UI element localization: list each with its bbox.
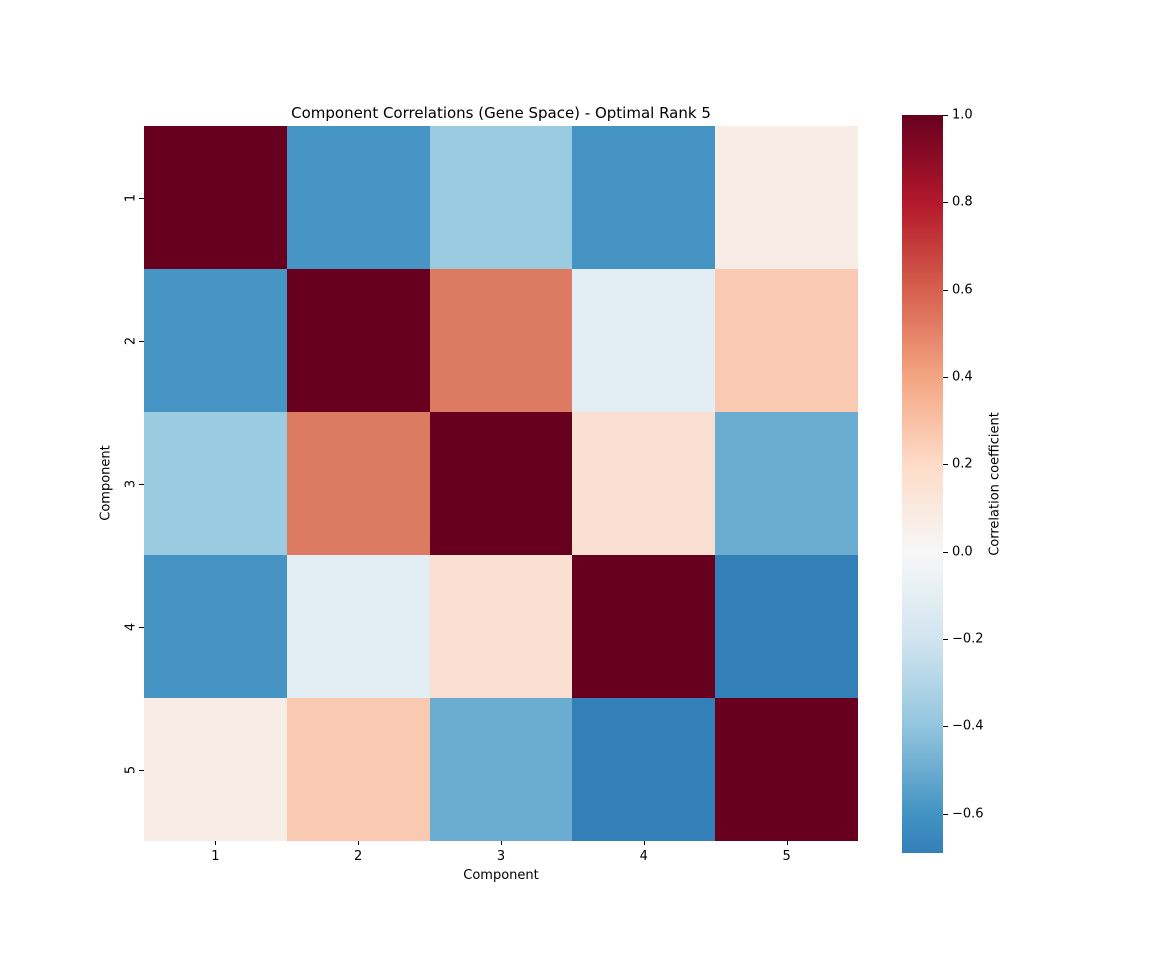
x-tick-label: 5 bbox=[782, 849, 791, 864]
heatmap-cell-r2c1 bbox=[144, 269, 287, 412]
heatmap-cell-r1c5 bbox=[715, 126, 858, 269]
heatmap-cell-r1c3 bbox=[429, 126, 573, 269]
colorbar-tick-label: 0.6 bbox=[952, 282, 973, 298]
heatmap-cell-r2c2 bbox=[286, 269, 430, 412]
colorbar-tick-label: −0.4 bbox=[952, 718, 984, 734]
heatmap-cell-r2c4 bbox=[572, 269, 716, 412]
x-tick-label: 2 bbox=[354, 849, 363, 864]
x-axis-label: Component bbox=[463, 868, 539, 883]
colorbar-label: Correlation coefficient bbox=[987, 412, 1003, 556]
colorbar-tickmark bbox=[943, 813, 948, 815]
heatmap-cell-r3c4 bbox=[572, 412, 716, 555]
colorbar-tick-label: 0.2 bbox=[952, 456, 973, 472]
colorbar-tickmark bbox=[943, 202, 948, 204]
heatmap-cell-r2c5 bbox=[715, 269, 858, 412]
heatmap-grid bbox=[144, 126, 858, 841]
x-tickmark bbox=[643, 841, 645, 845]
heatmap-cell-r5c3 bbox=[429, 698, 573, 841]
colorbar-tick-label: 0.4 bbox=[952, 369, 973, 385]
y-tick-label: 5 bbox=[123, 765, 139, 774]
heatmap-cell-r1c2 bbox=[286, 126, 430, 269]
y-tickmark bbox=[139, 483, 144, 485]
x-tick-label: 4 bbox=[639, 849, 648, 864]
x-tickmark bbox=[358, 841, 360, 845]
heatmap-cell-r4c4 bbox=[572, 555, 716, 698]
x-tickmark bbox=[215, 841, 217, 845]
y-tickmark bbox=[139, 340, 144, 342]
colorbar-tick-label: 0.0 bbox=[952, 544, 973, 560]
x-tickmark bbox=[786, 841, 788, 845]
chart-title: Component Correlations (Gene Space) - Op… bbox=[291, 104, 711, 122]
heatmap-cell-r4c1 bbox=[144, 555, 287, 698]
x-tick-label: 1 bbox=[211, 849, 220, 864]
colorbar-gradient bbox=[902, 115, 943, 853]
heatmap-cell-r1c4 bbox=[572, 126, 716, 269]
colorbar-tickmark bbox=[943, 639, 948, 641]
colorbar-tickmark bbox=[943, 289, 948, 291]
heatmap-cell-r3c2 bbox=[286, 412, 430, 555]
heatmap-cell-r4c3 bbox=[429, 555, 573, 698]
colorbar-tick-label: 1.0 bbox=[952, 107, 973, 123]
x-tick-label: 3 bbox=[496, 849, 506, 864]
y-tickmark bbox=[139, 626, 144, 628]
y-tickmark bbox=[139, 769, 144, 771]
heatmap-cell-r1c1 bbox=[144, 126, 287, 269]
colorbar-tick-label: −0.6 bbox=[952, 806, 984, 822]
y-tick-label: 2 bbox=[123, 336, 139, 345]
heatmap-cell-r3c3 bbox=[429, 412, 573, 555]
heatmap-cell-r4c5 bbox=[715, 555, 858, 698]
heatmap-cell-r3c5 bbox=[715, 412, 858, 555]
heatmap-cell-r2c3 bbox=[429, 269, 573, 412]
colorbar-tickmark bbox=[943, 726, 948, 728]
colorbar-tick-label: 0.8 bbox=[952, 194, 973, 210]
y-tickmark bbox=[139, 197, 144, 199]
x-tickmark bbox=[501, 841, 502, 845]
heatmap-cell-r5c2 bbox=[286, 698, 430, 841]
y-axis-label: Component bbox=[98, 445, 114, 521]
heatmap-cell-r5c4 bbox=[572, 698, 716, 841]
heatmap-cell-r3c1 bbox=[144, 412, 287, 555]
colorbar-tickmark bbox=[943, 551, 948, 553]
y-tick-label: 3 bbox=[123, 479, 139, 488]
heatmap-cell-r5c1 bbox=[144, 698, 287, 841]
y-tick-label: 1 bbox=[123, 193, 139, 202]
y-tick-label: 4 bbox=[123, 622, 139, 631]
colorbar-tickmark bbox=[943, 115, 948, 116]
colorbar-tickmark bbox=[943, 464, 948, 466]
heatmap-cell-r5c5 bbox=[715, 698, 858, 841]
colorbar-tick-label: −0.2 bbox=[952, 631, 984, 647]
colorbar-tickmark bbox=[943, 377, 948, 378]
heatmap-cell-r4c2 bbox=[286, 555, 430, 698]
